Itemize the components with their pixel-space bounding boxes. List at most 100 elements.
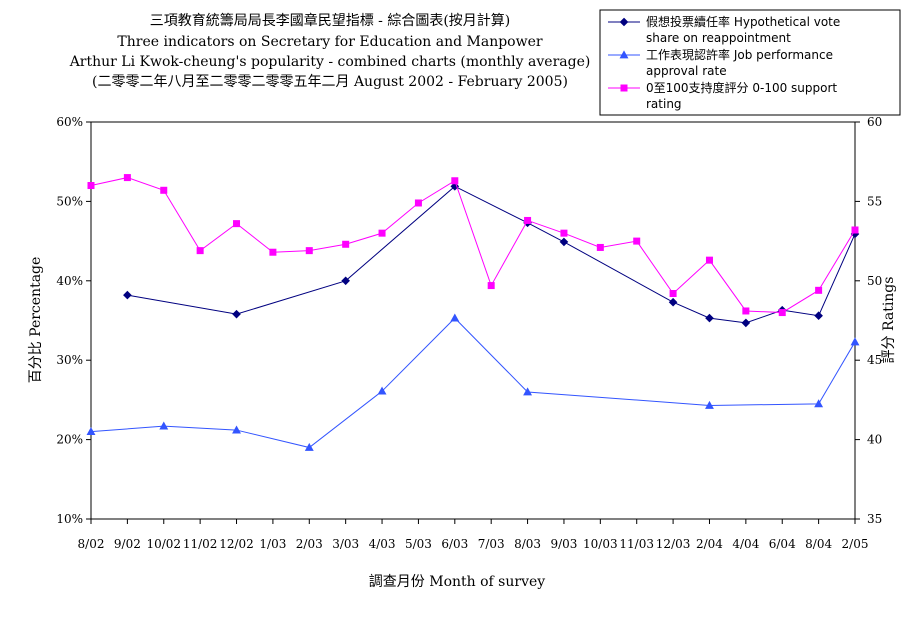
- legend-label: 0至100支持度評分 0-100 support: [646, 80, 837, 95]
- legend-swatch-marker: [619, 17, 629, 27]
- data-point: [123, 290, 132, 300]
- data-point: [741, 318, 751, 328]
- legend-items: 假想投票續任率 Hypothetical vote share on reappo…: [608, 14, 840, 111]
- series-3: [87, 174, 859, 317]
- data-point: [233, 220, 241, 228]
- right-tick-label: 55: [867, 194, 882, 208]
- left-tick-label: 30%: [56, 353, 83, 367]
- data-point: [560, 229, 568, 237]
- data-point: [778, 309, 786, 317]
- data-point: [669, 290, 677, 298]
- legend: 假想投票續任率 Hypothetical vote share on reappo…: [599, 9, 901, 116]
- title-line-1: 三項教育統籌局局長李國章民望指標 - 綜合圖表(按月計算): [150, 12, 511, 29]
- data-point: [87, 182, 95, 190]
- right-tick-label: 50: [867, 274, 882, 288]
- data-point: [378, 229, 386, 237]
- legend-label: 工作表現認許率 Job performance: [646, 47, 833, 62]
- data-point: [86, 427, 96, 436]
- legend-swatch-marker: [620, 84, 628, 92]
- right-axis: 35 40 45 50 55 60: [855, 115, 882, 526]
- x-tick-label: 12/03: [656, 537, 691, 551]
- data-point: [341, 276, 350, 286]
- x-tick-label: 6/03: [441, 537, 468, 551]
- data-point: [123, 174, 131, 182]
- x-tick-label: 2/03: [296, 537, 323, 551]
- data-point: [304, 442, 314, 451]
- title-line-2: Three indicators on Secretary for Educat…: [117, 34, 542, 50]
- legend-label: approval rate: [646, 64, 727, 78]
- right-tick-label: 45: [867, 353, 882, 367]
- data-point: [269, 248, 277, 256]
- x-tick-label: 8/03: [514, 537, 541, 551]
- left-axis: 10% 20% 30% 40% 50% 60%: [56, 115, 91, 526]
- x-axis: 8/02 9/02 10/02 11/02 12/02 1/03 2/03 3/03 4/03 5…: [78, 519, 868, 551]
- data-point: [705, 400, 714, 409]
- legend-label: 假想投票續任率 Hypothetical vote: [646, 14, 840, 29]
- data-point: [342, 240, 350, 248]
- series-2: [86, 313, 860, 451]
- legend-item-1: 假想投票續任率 Hypothetical vote share on reappo…: [608, 14, 840, 45]
- data-point: [305, 247, 313, 255]
- legend-swatch-marker: [619, 50, 629, 59]
- x-tick-label: 4/03: [369, 537, 396, 551]
- data-point: [232, 309, 241, 319]
- data-point: [232, 425, 241, 434]
- chart-title: 三項教育統籌局局長李國章民望指標 - 綜合圖表(按月計算) Three indi…: [69, 12, 591, 90]
- data-point: [742, 307, 750, 315]
- left-tick-label: 50%: [56, 194, 83, 208]
- x-tick-label: 9/02: [114, 537, 141, 551]
- x-tick-label: 5/03: [405, 537, 432, 551]
- x-tick-label: 8/04: [805, 537, 832, 551]
- data-point: [450, 313, 460, 322]
- x-tick-label: 11/03: [619, 537, 654, 551]
- x-tick-label: 12/02: [219, 537, 254, 551]
- data-point: [524, 216, 532, 224]
- left-tick-label: 20%: [56, 433, 83, 447]
- right-tick-label: 35: [867, 512, 882, 526]
- data-point: [523, 387, 533, 396]
- series-1: [123, 182, 860, 328]
- x-tick-label: 10/03: [583, 537, 618, 551]
- x-tick-label: 11/02: [183, 537, 218, 551]
- x-tick-label: 2/04: [696, 537, 723, 551]
- x-tick-label: 9/03: [550, 537, 577, 551]
- legend-box: [599, 9, 901, 116]
- left-tick-label: 60%: [56, 115, 83, 129]
- data-point: [668, 297, 678, 307]
- series-line: [127, 185, 856, 324]
- data-point: [815, 286, 823, 294]
- data-point: [850, 337, 860, 346]
- x-tick-label: 6/04: [769, 537, 796, 551]
- series-layer: [86, 174, 860, 451]
- data-point: [196, 247, 204, 255]
- right-axis-title: 評分 Ratings: [881, 277, 897, 364]
- data-point: [705, 313, 714, 323]
- left-axis-title: 百分比 Percentage: [28, 257, 44, 384]
- legend-item-2: 工作表現認許率 Job performance approval rate: [608, 47, 833, 78]
- data-point: [159, 421, 169, 430]
- data-point: [377, 386, 387, 395]
- data-point: [814, 399, 824, 408]
- right-tick-label: 60: [867, 115, 882, 129]
- data-point: [559, 237, 569, 247]
- data-point: [451, 177, 459, 185]
- data-point: [160, 186, 168, 194]
- data-point: [450, 182, 460, 191]
- x-tick-label: 1/03: [259, 537, 286, 551]
- legend-item-3: 0至100支持度評分 0-100 support rating: [608, 80, 837, 111]
- title-line-4: (二零零二年八月至二零零二零零五年二月 August 2002 - Februa…: [92, 74, 568, 90]
- legend-label: share on reappointment: [646, 31, 791, 45]
- title-line-3: Arthur Li Kwok-cheung's popularity - com…: [69, 54, 591, 70]
- data-point: [633, 237, 641, 245]
- left-tick-label: 40%: [56, 274, 83, 288]
- data-point: [414, 199, 422, 207]
- x-tick-label: 8/02: [78, 537, 105, 551]
- x-axis-title: 調查月份 Month of survey: [369, 574, 545, 590]
- x-tick-label: 4/04: [732, 537, 759, 551]
- data-point: [596, 243, 604, 251]
- x-tick-label: 7/03: [478, 537, 505, 551]
- legend-label: rating: [646, 97, 682, 111]
- x-tick-label: 10/02: [146, 537, 181, 551]
